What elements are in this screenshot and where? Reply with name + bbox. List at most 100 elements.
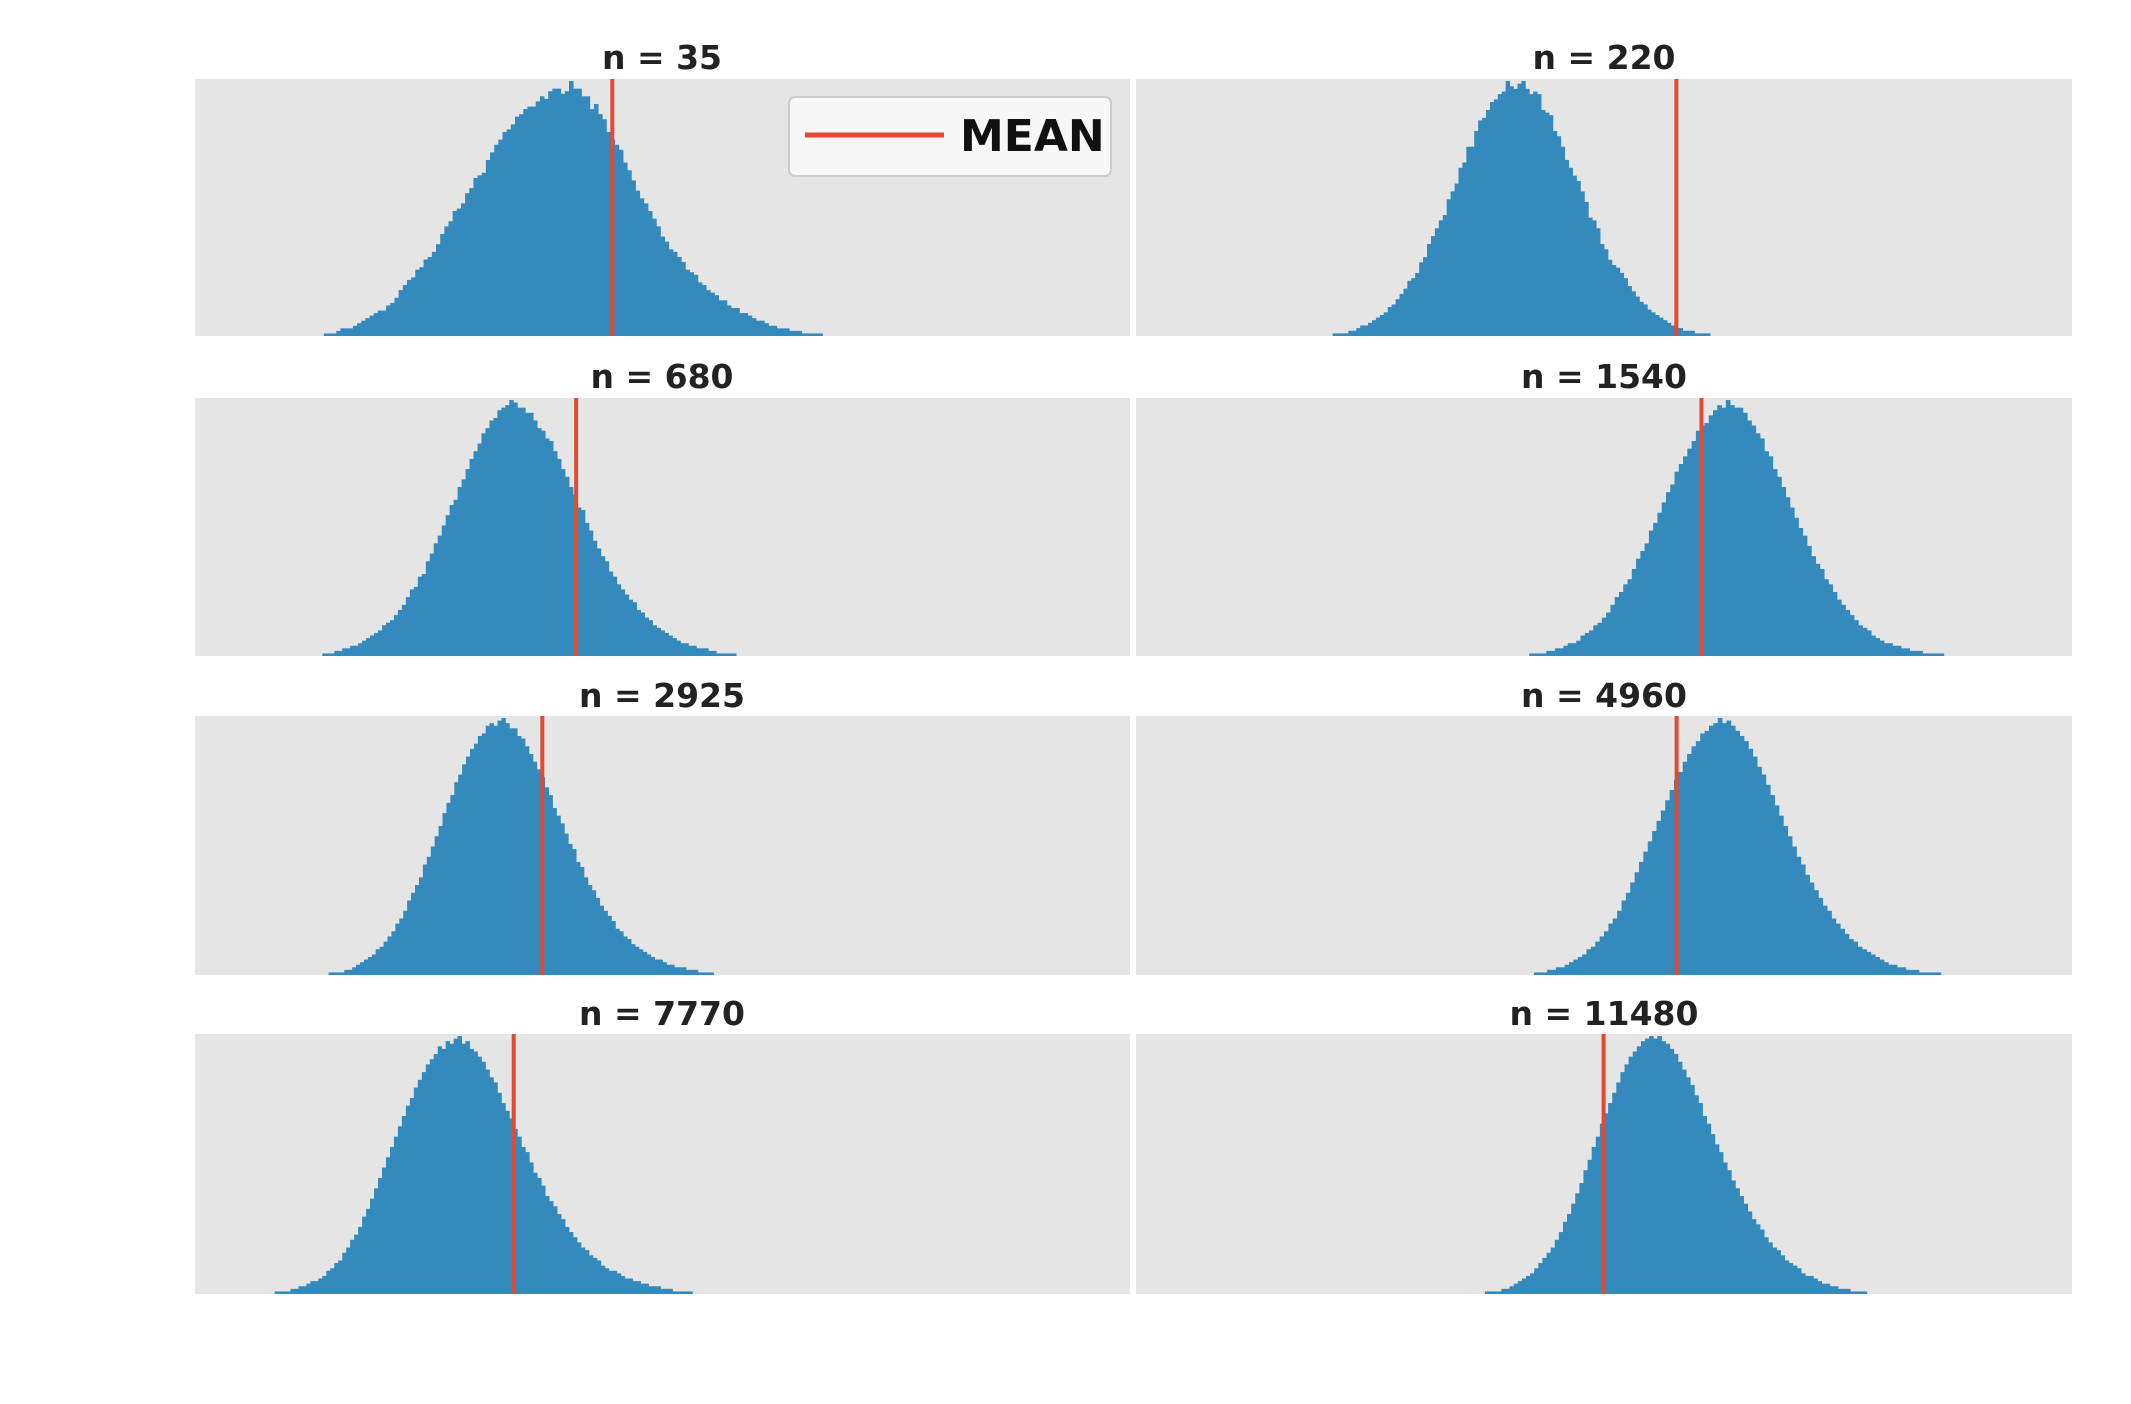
histogram-bar — [1840, 928, 1845, 975]
histogram-bar — [422, 864, 428, 975]
histogram-bar — [1652, 831, 1657, 975]
histogram-bar — [1615, 267, 1621, 336]
histogram-bar — [1403, 288, 1408, 336]
histogram-bar — [1702, 333, 1707, 336]
histogram-bar — [686, 969, 691, 975]
histogram-bar — [1332, 333, 1337, 336]
histogram-bar — [1695, 741, 1701, 975]
histogram-bar — [370, 1198, 375, 1294]
histogram-bar — [1423, 257, 1428, 336]
histogram-bar — [1694, 333, 1699, 336]
histogram-bar — [1751, 1219, 1757, 1294]
histogram-bar — [322, 653, 327, 656]
histogram-bar — [672, 1291, 677, 1294]
histogram-bar — [1597, 622, 1603, 656]
histogram-bar — [1691, 746, 1697, 975]
legend-box — [788, 96, 1112, 177]
histogram-bar — [1669, 1048, 1675, 1294]
histogram-bar — [1673, 1054, 1679, 1294]
histogram-bar — [1726, 720, 1732, 975]
histogram-bar — [596, 548, 602, 656]
histogram-bar — [342, 1252, 347, 1294]
histogram-bar — [607, 915, 612, 975]
histogram-bar — [668, 249, 674, 336]
histogram-bar — [1647, 841, 1653, 975]
histogram-bar — [340, 328, 345, 336]
histogram-bar — [529, 1162, 534, 1294]
histogram-bar — [583, 877, 589, 975]
histogram-bar — [1755, 1224, 1761, 1294]
histogram-bar — [433, 543, 439, 656]
histogram-bar — [604, 1268, 610, 1294]
histogram-bar — [624, 594, 630, 656]
histogram-bar — [1659, 317, 1664, 336]
histogram-bar — [481, 172, 487, 336]
histogram-bar — [1529, 94, 1534, 336]
histogram-bar — [1513, 1283, 1519, 1294]
histogram-bar — [1407, 280, 1412, 336]
histogram-bar — [1787, 836, 1793, 975]
histogram-bar — [553, 451, 558, 656]
histogram-bar — [600, 1265, 606, 1294]
histogram-bar — [1660, 810, 1666, 975]
histogram-bar — [573, 88, 578, 337]
histogram-bar — [1620, 1072, 1625, 1294]
histogram-bar — [1530, 1273, 1535, 1294]
histogram-bar — [1571, 643, 1577, 656]
histogram-bar — [1656, 820, 1662, 975]
histogram-bar — [1789, 507, 1795, 656]
histogram-bar — [568, 843, 573, 975]
histogram-bar — [614, 144, 620, 336]
histogram-bar — [764, 323, 769, 336]
histogram-bar — [1551, 969, 1557, 975]
histogram-bar — [1905, 969, 1911, 975]
histogram-bar — [1442, 215, 1448, 336]
histogram-bar — [1564, 159, 1569, 336]
histogram-bar — [1542, 972, 1548, 975]
histogram-bar — [1918, 650, 1923, 656]
histogram-bar — [576, 861, 581, 975]
histogram-bar — [620, 589, 626, 656]
histogram-bar — [415, 885, 420, 975]
histogram-bar — [415, 269, 420, 336]
histogram-bar — [644, 1283, 649, 1294]
histogram-bars — [1484, 1036, 1868, 1294]
histogram-bar — [623, 936, 628, 975]
histogram-bar — [389, 620, 395, 656]
histogram-bar — [365, 318, 370, 336]
histogram-bar — [1913, 650, 1919, 656]
histogram-bar — [548, 91, 553, 336]
histogram-bar — [797, 330, 803, 336]
histogram-bar — [1640, 551, 1645, 656]
histogram-bar — [1493, 99, 1499, 337]
histogram-bar — [391, 931, 396, 975]
panel-n7770: n = 7770 — [195, 994, 1130, 1294]
histogram-bar — [541, 430, 546, 656]
histogram-bar — [608, 571, 614, 656]
histogram-bar — [505, 405, 510, 656]
histogram-bar — [664, 241, 670, 336]
histogram-bar — [1612, 1092, 1617, 1294]
histogram-bar — [446, 802, 451, 975]
histogram-bar — [505, 1110, 510, 1294]
histogram-bar — [1513, 88, 1518, 336]
histogram-bar — [1870, 954, 1876, 975]
histogram-bar — [397, 1126, 403, 1294]
histogram-bar — [552, 807, 557, 975]
histogram-bar — [789, 330, 794, 336]
histogram-bar — [390, 302, 395, 336]
histogram-bar — [595, 897, 601, 975]
histogram-bar — [677, 256, 682, 336]
histogram-bar — [1936, 972, 1942, 975]
histogram-bar — [801, 333, 807, 336]
histogram-bar — [619, 931, 624, 975]
histogram-bar — [1636, 1046, 1642, 1294]
histogram-bar — [1655, 314, 1660, 336]
histogram-bar — [1698, 1103, 1703, 1294]
histogram-bar — [387, 936, 392, 975]
histogram-bar — [565, 476, 570, 656]
histogram-bar — [1835, 923, 1841, 975]
panel-title: n = 11480 — [1510, 994, 1699, 1033]
histogram-bar — [592, 540, 598, 656]
panel-title: n = 4960 — [1521, 676, 1687, 715]
